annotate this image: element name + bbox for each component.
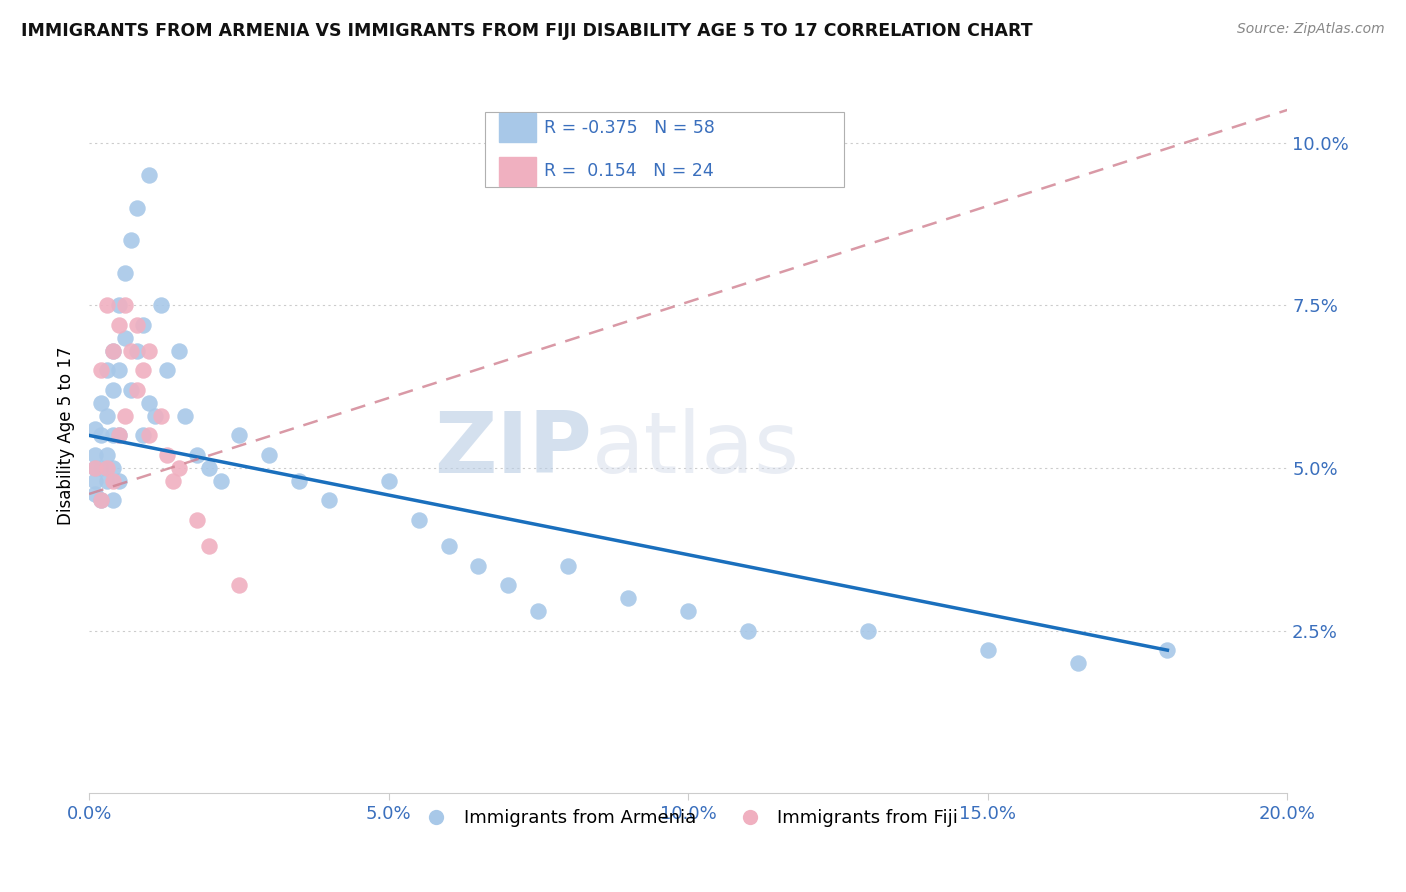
- Point: [108, 363, 131, 377]
- Text: R = -0.375   N = 58: R = -0.375 N = 58: [544, 119, 716, 136]
- Point: [132, 428, 155, 442]
- Point: [84, 487, 107, 501]
- Text: IMMIGRANTS FROM ARMENIA VS IMMIGRANTS FROM FIJI DISABILITY AGE 5 TO 17 CORRELATI: IMMIGRANTS FROM ARMENIA VS IMMIGRANTS FR…: [21, 22, 1033, 40]
- Point: [467, 558, 489, 573]
- Point: [120, 233, 142, 247]
- Point: [408, 513, 430, 527]
- Point: [125, 383, 148, 397]
- Point: [90, 363, 112, 377]
- Point: [149, 298, 172, 312]
- Y-axis label: Disability Age 5 to 17: Disability Age 5 to 17: [58, 346, 75, 524]
- Point: [96, 474, 118, 488]
- Point: [138, 168, 160, 182]
- Point: [318, 493, 340, 508]
- Point: [257, 448, 280, 462]
- Point: [737, 624, 759, 638]
- Point: [114, 298, 136, 312]
- Text: R =  0.154   N = 24: R = 0.154 N = 24: [544, 162, 714, 180]
- Point: [108, 298, 131, 312]
- Point: [108, 428, 131, 442]
- Point: [174, 409, 197, 423]
- Point: [84, 422, 107, 436]
- Point: [90, 396, 112, 410]
- Point: [138, 428, 160, 442]
- Text: Source: ZipAtlas.com: Source: ZipAtlas.com: [1237, 22, 1385, 37]
- Point: [167, 343, 190, 358]
- Text: ZIP: ZIP: [434, 409, 592, 491]
- Point: [527, 604, 550, 618]
- Point: [90, 428, 112, 442]
- Point: [120, 343, 142, 358]
- Point: [676, 604, 699, 618]
- Point: [108, 428, 131, 442]
- Point: [138, 396, 160, 410]
- Point: [101, 428, 124, 442]
- Point: [498, 578, 520, 592]
- Point: [101, 343, 124, 358]
- Point: [114, 266, 136, 280]
- Point: [96, 363, 118, 377]
- Point: [198, 461, 221, 475]
- Point: [90, 493, 112, 508]
- Point: [101, 474, 124, 488]
- Point: [149, 409, 172, 423]
- Point: [90, 461, 112, 475]
- Point: [856, 624, 879, 638]
- Point: [1066, 656, 1088, 670]
- Point: [120, 383, 142, 397]
- Point: [101, 383, 124, 397]
- Point: [1156, 643, 1178, 657]
- Point: [96, 448, 118, 462]
- Point: [198, 539, 221, 553]
- Point: [132, 363, 155, 377]
- Point: [101, 493, 124, 508]
- Legend: Immigrants from Armenia, Immigrants from Fiji: Immigrants from Armenia, Immigrants from…: [411, 802, 965, 834]
- Point: [156, 448, 179, 462]
- Point: [557, 558, 579, 573]
- Point: [108, 318, 131, 332]
- Point: [108, 474, 131, 488]
- Point: [114, 331, 136, 345]
- Point: [84, 461, 107, 475]
- Point: [132, 318, 155, 332]
- Point: [186, 513, 208, 527]
- Point: [90, 493, 112, 508]
- Point: [125, 201, 148, 215]
- Point: [377, 474, 399, 488]
- Point: [101, 343, 124, 358]
- Point: [167, 461, 190, 475]
- Point: [209, 474, 232, 488]
- Point: [617, 591, 640, 606]
- Point: [228, 578, 250, 592]
- Point: [437, 539, 460, 553]
- Point: [84, 474, 107, 488]
- Point: [228, 428, 250, 442]
- Point: [101, 461, 124, 475]
- Point: [96, 409, 118, 423]
- Point: [96, 461, 118, 475]
- Point: [143, 409, 166, 423]
- Text: atlas: atlas: [592, 409, 800, 491]
- Point: [125, 318, 148, 332]
- Point: [125, 343, 148, 358]
- Point: [287, 474, 309, 488]
- Point: [162, 474, 184, 488]
- Point: [114, 409, 136, 423]
- Point: [96, 298, 118, 312]
- Point: [84, 448, 107, 462]
- Point: [156, 363, 179, 377]
- Point: [186, 448, 208, 462]
- Point: [976, 643, 998, 657]
- Point: [138, 343, 160, 358]
- Point: [84, 461, 107, 475]
